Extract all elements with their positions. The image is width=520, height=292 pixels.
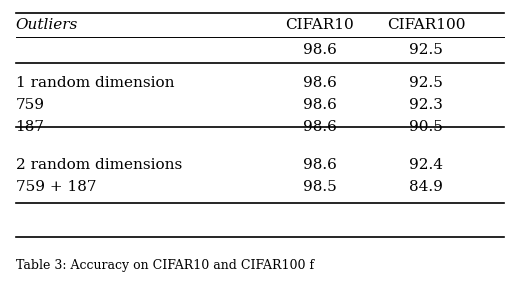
Text: 92.5: 92.5	[409, 43, 444, 57]
Text: 759: 759	[16, 98, 45, 112]
Text: 1 random dimension: 1 random dimension	[16, 76, 174, 90]
Text: CIFAR100: CIFAR100	[387, 18, 465, 32]
Text: 98.5: 98.5	[303, 180, 336, 194]
Text: 98.6: 98.6	[303, 43, 337, 57]
Text: 98.6: 98.6	[303, 98, 337, 112]
Text: 92.5: 92.5	[409, 76, 444, 90]
Text: 92.3: 92.3	[409, 98, 444, 112]
Text: 90.5: 90.5	[409, 120, 444, 134]
Text: 98.6: 98.6	[303, 76, 337, 90]
Text: 92.4: 92.4	[409, 158, 444, 172]
Text: 187: 187	[16, 120, 45, 134]
Text: 759 + 187: 759 + 187	[16, 180, 96, 194]
Text: Table 3: Accuracy on CIFAR10 and CIFAR100 f: Table 3: Accuracy on CIFAR10 and CIFAR10…	[16, 259, 314, 272]
Text: CIFAR10: CIFAR10	[285, 18, 354, 32]
Text: 98.6: 98.6	[303, 120, 337, 134]
Text: 2 random dimensions: 2 random dimensions	[16, 158, 182, 172]
Text: 98.6: 98.6	[303, 158, 337, 172]
Text: Outliers: Outliers	[16, 18, 78, 32]
Text: 84.9: 84.9	[409, 180, 444, 194]
